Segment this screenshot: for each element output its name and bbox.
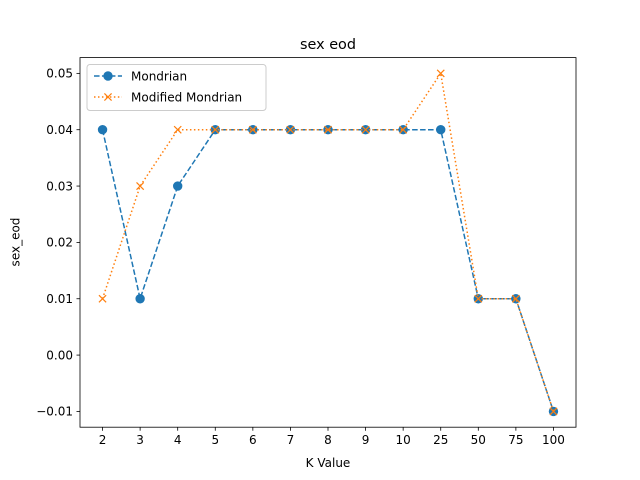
series-2-point <box>248 125 257 134</box>
x-tick-label: 25 <box>433 433 448 447</box>
series-2-point <box>211 125 220 134</box>
series-2-point <box>436 69 445 78</box>
x-marker-stroke <box>361 125 370 134</box>
legend-label-2: Modified Mondrian <box>131 90 242 104</box>
series-1-point <box>135 294 145 304</box>
x-tick-label: 7 <box>287 433 295 447</box>
legend-marker-1 <box>103 71 113 81</box>
series-2-point <box>549 407 558 416</box>
x-marker-stroke <box>98 294 107 303</box>
y-axis-label: sex_eod <box>9 218 23 267</box>
series-line-1 <box>101 128 555 412</box>
legend-box <box>86 64 267 111</box>
series-1-point <box>436 125 446 135</box>
legend-marker-2 <box>103 92 113 102</box>
series-2-point <box>98 294 107 303</box>
x-tick-label: 75 <box>508 433 523 447</box>
series-2-point <box>323 125 333 134</box>
x-marker-stroke <box>286 125 295 134</box>
x-tick-label: 2 <box>99 433 107 447</box>
series-line-2 <box>101 71 555 412</box>
y-tick-label: 0.02 <box>46 236 73 250</box>
legend: Mondrian Modified Mondrian <box>86 64 267 111</box>
x-tick-label: 6 <box>249 433 257 447</box>
series-2-point <box>399 125 408 134</box>
x-tick-label: 10 <box>396 433 411 447</box>
y-tick-label: 0.04 <box>46 123 73 137</box>
series-2-point <box>511 294 520 303</box>
legend-label-1: Mondrian <box>131 69 187 83</box>
y-tick-label: −0.01 <box>36 405 73 419</box>
x-marker-stroke <box>474 294 483 303</box>
x-tick-label: 50 <box>471 433 486 447</box>
y-tick-label: 0.03 <box>46 179 73 193</box>
x-tick-label: 9 <box>362 433 370 447</box>
chart-title: sex eod <box>300 37 356 53</box>
x-marker-stroke <box>211 125 220 134</box>
y-tick-label: 0.01 <box>46 292 73 306</box>
x-marker-stroke <box>248 125 257 134</box>
series-2-point <box>286 125 295 134</box>
x-tick-label: 4 <box>174 433 182 447</box>
x-axis: 2 3 4 5 6 7 8 9 10 25 50 75 100 <box>99 427 565 447</box>
series-1-point <box>172 181 183 191</box>
series-1-point <box>97 125 108 135</box>
x-marker-stroke <box>511 294 520 303</box>
x-marker-stroke <box>436 69 445 78</box>
y-axis: −0.01 0.00 0.01 0.02 0.03 0.04 0.05 <box>36 67 80 419</box>
x-tick-label: 5 <box>211 433 219 447</box>
series-2-point <box>136 182 145 191</box>
x-axis-label: K Value <box>306 456 351 470</box>
plot-area <box>97 69 559 417</box>
x-marker-stroke <box>323 125 333 134</box>
x-tick-label: 100 <box>542 433 565 447</box>
x-marker-stroke <box>173 125 182 134</box>
x-marker-stroke <box>103 92 113 102</box>
series-2-point <box>474 294 483 303</box>
series-2-point <box>361 125 370 134</box>
axes-frame <box>79 57 577 428</box>
x-tick-label: 8 <box>324 433 332 447</box>
x-marker-stroke <box>136 182 145 191</box>
x-marker-stroke <box>549 407 558 416</box>
x-tick-label: 3 <box>136 433 144 447</box>
series-2-point <box>173 125 182 134</box>
x-marker-stroke <box>399 125 408 134</box>
y-tick-label: 0.05 <box>46 67 73 81</box>
y-tick-label: 0.00 <box>46 348 73 362</box>
